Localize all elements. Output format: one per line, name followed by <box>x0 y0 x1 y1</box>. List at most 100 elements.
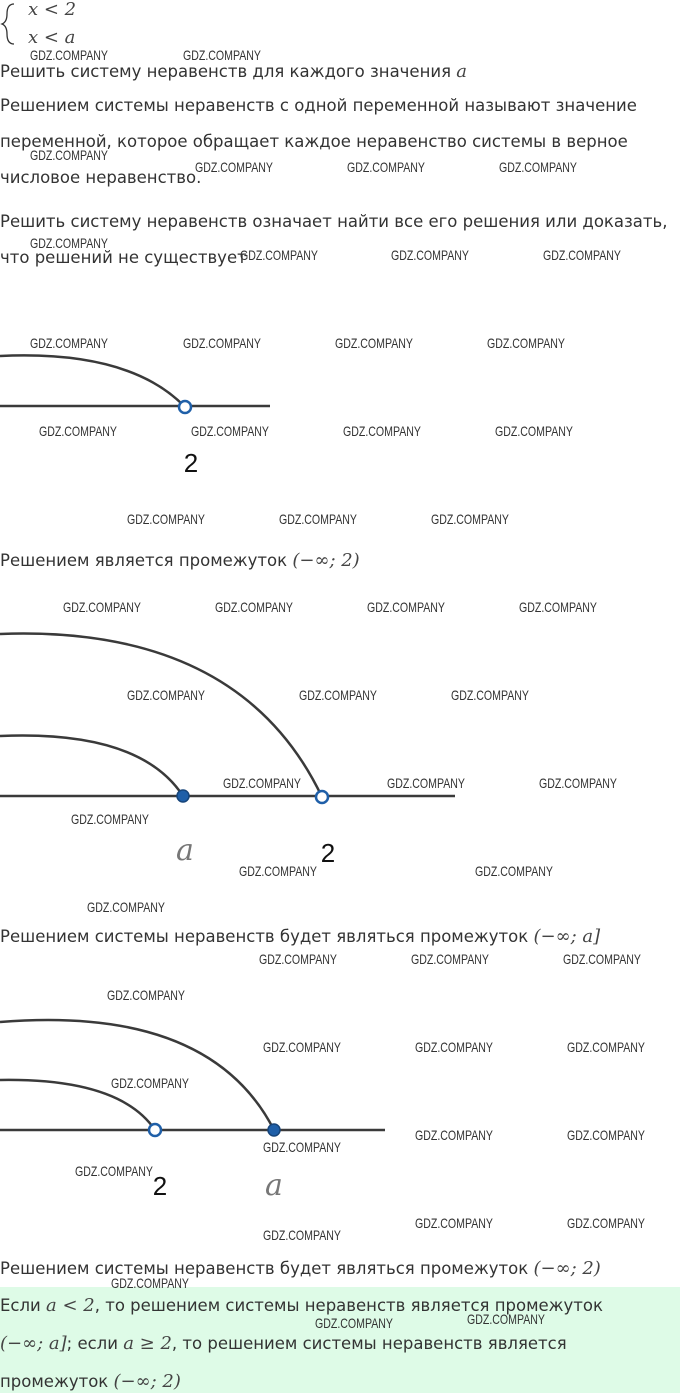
watermark: GDZ.COMPANY <box>467 1311 545 1327</box>
watermark: GDZ.COMPANY <box>39 423 117 439</box>
math: (−∞; 2) <box>113 1371 181 1392</box>
watermark: GDZ.COMPANY <box>487 335 565 351</box>
watermark: GDZ.COMPANY <box>543 247 621 263</box>
watermark: GDZ.COMPANY <box>415 1215 493 1231</box>
watermark: GDZ.COMPANY <box>111 1275 189 1291</box>
watermark: GDZ.COMPANY <box>215 599 293 615</box>
open-point <box>177 399 193 415</box>
math: (−∞; 2) <box>292 550 360 571</box>
text-line: Решением системы неравенств будет являть… <box>0 927 600 947</box>
text: Решением является промежуток <box>0 551 293 570</box>
watermark: GDZ.COMPANY <box>263 1039 341 1055</box>
watermark: GDZ.COMPANY <box>411 951 489 967</box>
watermark: GDZ.COMPANY <box>431 511 509 527</box>
arc <box>0 632 324 798</box>
point-label: a <box>176 833 194 868</box>
math: a < 2 <box>46 1295 95 1316</box>
watermark: GDZ.COMPANY <box>475 863 553 879</box>
text: Если <box>0 1296 47 1315</box>
watermark: GDZ.COMPANY <box>30 147 108 163</box>
text-line: Если a < 2, то решением системы неравенс… <box>0 1296 603 1316</box>
text-line: что решений не существует <box>0 248 247 268</box>
point-label: 2 <box>321 838 335 868</box>
point-label: a <box>265 1168 283 1203</box>
watermark: GDZ.COMPANY <box>183 335 261 351</box>
watermark: GDZ.COMPANY <box>343 423 421 439</box>
open-point <box>147 1122 163 1138</box>
text-line: числовое неравенство. <box>0 168 201 188</box>
watermark: GDZ.COMPANY <box>63 599 141 615</box>
filled-point <box>176 789 190 803</box>
text: , то решением системы неравенств являетс… <box>171 1334 567 1353</box>
watermark: GDZ.COMPANY <box>71 811 149 827</box>
watermark: GDZ.COMPANY <box>30 47 108 63</box>
math: (−∞; a] <box>0 1333 67 1354</box>
watermark: GDZ.COMPANY <box>127 511 205 527</box>
watermark: GDZ.COMPANY <box>195 159 273 175</box>
watermark: GDZ.COMPANY <box>495 423 573 439</box>
text-line: Решением системы неравенств с одной пере… <box>0 96 637 116</box>
watermark: GDZ.COMPANY <box>87 899 165 915</box>
text-line: Решить систему неравенств означает найти… <box>0 212 667 232</box>
text-line: переменной, которое обращает каждое нера… <box>0 132 628 152</box>
watermark: GDZ.COMPANY <box>563 951 641 967</box>
watermark: GDZ.COMPANY <box>539 775 617 791</box>
watermark: GDZ.COMPANY <box>299 687 377 703</box>
point-label: 2 <box>153 1171 167 1201</box>
text: , то решением системы неравенств являетс… <box>94 1296 603 1315</box>
text-line: промежуток (−∞; 2) <box>0 1372 181 1392</box>
watermark: GDZ.COMPANY <box>30 335 108 351</box>
text: Решением системы неравенств с одной пере… <box>0 96 637 115</box>
watermark: GDZ.COMPANY <box>107 987 185 1003</box>
text: числовое неравенство. <box>0 168 202 187</box>
watermark: GDZ.COMPANY <box>111 1075 189 1091</box>
watermark: GDZ.COMPANY <box>127 687 205 703</box>
watermark: GDZ.COMPANY <box>75 1163 153 1179</box>
watermark: GDZ.COMPANY <box>259 951 337 967</box>
arc <box>0 734 185 797</box>
watermark: GDZ.COMPANY <box>279 511 357 527</box>
arc <box>0 1018 276 1131</box>
watermark: GDZ.COMPANY <box>315 1315 393 1331</box>
point-label: 2 <box>184 448 198 478</box>
watermark: GDZ.COMPANY <box>239 863 317 879</box>
text: что решений не существует <box>0 248 247 267</box>
text: переменной, которое обращает каждое нера… <box>0 132 628 151</box>
watermark: GDZ.COMPANY <box>567 1215 645 1231</box>
watermark: GDZ.COMPANY <box>223 775 301 791</box>
math: (−∞; 2) <box>533 1258 601 1279</box>
watermark: GDZ.COMPANY <box>367 599 445 615</box>
filled-point <box>267 1123 281 1137</box>
watermark: GDZ.COMPANY <box>347 159 425 175</box>
watermark: GDZ.COMPANY <box>183 47 261 63</box>
math: (−∞; a] <box>533 926 601 947</box>
open-point <box>314 789 330 805</box>
text: Решить систему неравенств для каждого зн… <box>0 62 457 81</box>
text: ; если <box>66 1334 124 1353</box>
math: a ≥ 2 <box>123 1333 172 1354</box>
watermark: GDZ.COMPANY <box>263 1227 341 1243</box>
text-line: Решением является промежуток (−∞; 2) <box>0 551 360 571</box>
watermark: GDZ.COMPANY <box>391 247 469 263</box>
watermark: GDZ.COMPANY <box>335 335 413 351</box>
text: Решить систему неравенств означает найти… <box>0 212 668 231</box>
watermark: GDZ.COMPANY <box>451 687 529 703</box>
brace <box>0 3 15 45</box>
watermark: GDZ.COMPANY <box>519 599 597 615</box>
watermark: GDZ.COMPANY <box>263 1139 341 1155</box>
watermark: GDZ.COMPANY <box>415 1039 493 1055</box>
arc <box>0 1078 157 1131</box>
watermark: GDZ.COMPANY <box>240 247 318 263</box>
arc <box>0 354 186 408</box>
watermark: GDZ.COMPANY <box>567 1127 645 1143</box>
inequality: x < 2 <box>28 0 77 20</box>
inequality: x < a <box>28 27 76 48</box>
text: Решением системы неравенств будет являть… <box>0 1259 534 1278</box>
watermark: GDZ.COMPANY <box>567 1039 645 1055</box>
text: промежуток <box>0 1372 114 1391</box>
text-line: Решить систему неравенств для каждого зн… <box>0 62 467 82</box>
watermark: GDZ.COMPANY <box>415 1127 493 1143</box>
answer-box <box>0 1287 680 1393</box>
